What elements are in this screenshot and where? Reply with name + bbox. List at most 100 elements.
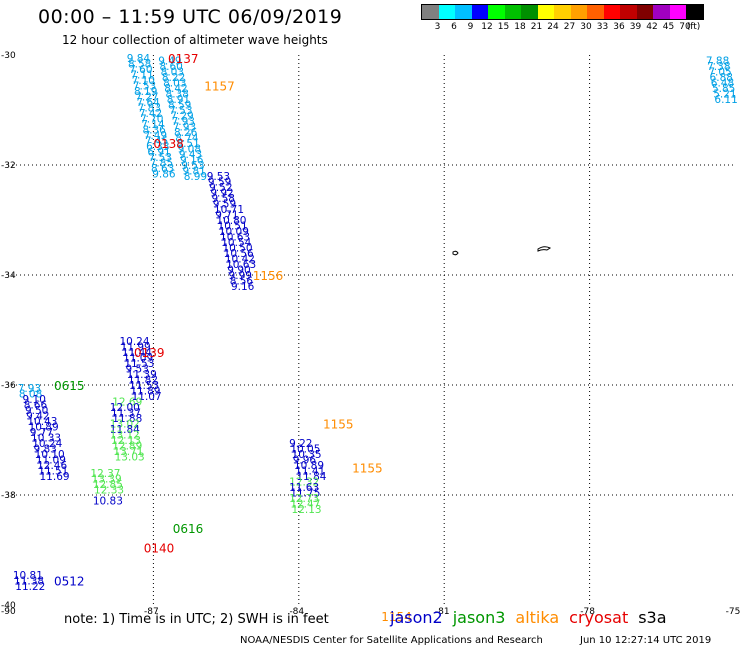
pass-time-label: 0616	[173, 522, 204, 536]
legend-swatch	[636, 5, 653, 19]
lon-tick-label: -87	[144, 607, 159, 617]
wave-height-value: 7.88	[706, 56, 729, 68]
legend-label: (ft)	[686, 22, 701, 32]
island-outline	[537, 246, 551, 252]
wave-height-value: 11.63	[289, 482, 319, 494]
legend-labels: 3 6 9 12 15 18 21 24 27 30 33 36 39 42 45 70 (ft)	[421, 22, 704, 36]
island-outline	[452, 250, 459, 256]
wave-height-value: 8.58	[128, 58, 151, 70]
legend-label: 12	[481, 22, 493, 32]
generation-timestamp: Jun 10 12:27:14 UTC 2019	[580, 635, 712, 646]
legend-swatch	[438, 5, 455, 19]
map-ticks: -30 -32 -34 -36 -38 -40 -87 -84 -81 -78 -75 -90	[1, 51, 740, 617]
wave-height-value: 11.22	[15, 581, 45, 593]
wave-height-value: 6.88	[710, 72, 733, 84]
legend-swatches	[421, 4, 704, 20]
wave-height-value: 12.13	[111, 435, 141, 447]
wave-height-value: 10.63	[220, 232, 250, 244]
satellite-name: cryosat	[569, 608, 629, 627]
legend-swatch	[603, 5, 620, 19]
lon-tick-label: -84	[289, 607, 304, 617]
legend-label: 42	[646, 22, 658, 32]
wave-height-value: 8.63	[151, 163, 174, 175]
wave-height-value: 9.83	[33, 443, 56, 455]
wave-height-value: 11.41	[295, 465, 325, 477]
wave-height-value: 7.85	[150, 157, 173, 169]
wave-height-value: 11.89	[130, 386, 160, 398]
wave-height-value: 10.63	[226, 259, 256, 271]
legend-swatch	[669, 5, 686, 19]
wave-height-value: 7.10	[132, 75, 155, 87]
pass-time-label: 0139	[134, 346, 165, 360]
wave-height-value: 11.82	[128, 375, 158, 387]
wave-height-value: 10.71	[214, 204, 244, 216]
legend-label: 70	[679, 22, 691, 32]
lat-tick-label: -34	[1, 271, 16, 281]
satellite-name: jason2	[390, 608, 443, 627]
wave-height-value: 13.12	[110, 430, 140, 442]
pass-time-label: 1157	[204, 79, 235, 93]
wave-height-value: 13.39	[92, 474, 122, 486]
wave-height-value: 12.89	[112, 441, 142, 453]
legend-label: 6	[451, 22, 457, 32]
wave-height-value: 11.07	[132, 391, 162, 403]
wave-height-value: 9.58	[212, 193, 235, 205]
wave-height-value: 6.91	[147, 146, 170, 158]
time-labels: 0137 1157 0138 1156 0139 0615 1155 1155 0616 0140…	[54, 52, 412, 624]
map-title: 00:00 – 11:59 UTC 06/09/2019	[38, 6, 343, 28]
wave-height-value: 9.86	[152, 168, 176, 180]
wave-height-value: 7.05	[708, 67, 731, 79]
wave-height-value: 10.50	[222, 243, 252, 255]
wave-height-value: 9.99	[229, 270, 252, 282]
legend-swatch	[686, 5, 703, 19]
wave-height-value: 8.60	[159, 61, 182, 73]
map-grid	[8, 55, 735, 605]
wave-height-value: 11.09	[36, 454, 66, 466]
wave-height-value: 13.03	[115, 452, 145, 464]
legend-swatch	[570, 5, 587, 19]
wave-height-value: 7.93	[172, 116, 195, 128]
wave-height-value: 7.38	[707, 61, 730, 73]
wave-height-value: 9.52	[209, 182, 232, 194]
wave-height-value: 6.48	[711, 78, 734, 90]
wave-height-value: 7.64	[136, 97, 160, 109]
wave-height-value: 5.21	[713, 89, 736, 101]
pass-time-label: 0137	[168, 52, 199, 66]
wave-height-value: 10.10	[35, 449, 65, 461]
wave-height-value: 10.35	[292, 449, 322, 461]
wave-height-value: 10.05	[290, 443, 320, 455]
wave-height-value: 7.14	[141, 119, 165, 131]
wave-height-value: 8.26	[174, 127, 198, 139]
wave-height-value: 7.29	[170, 111, 193, 123]
legend-label: 36	[613, 22, 625, 32]
lon-tick-label: -81	[435, 607, 450, 617]
wave-height-value: 10.80	[216, 215, 246, 227]
wave-height-value: 10.24	[119, 336, 149, 348]
satellite-key: jason2 jason3 altika cryosat s3a	[390, 608, 677, 627]
legend-label: 33	[596, 22, 609, 32]
wave-height-value: 9.53	[181, 160, 204, 172]
lon-tick-label: -75	[726, 607, 740, 617]
wave-height-value: 11.53	[129, 380, 159, 392]
wave-height-value: 11.38	[14, 575, 44, 587]
legend-swatch	[422, 5, 439, 19]
wave-height-value: 7.42	[139, 108, 162, 120]
wave-height-value: 9.43	[179, 149, 202, 161]
wave-height-value: 6.33	[146, 141, 169, 153]
map-subtitle: 12 hour collection of altimeter wave hei…	[62, 33, 328, 47]
wave-height-value: 11.99	[121, 342, 151, 354]
wave-height-value: 10.43	[27, 416, 57, 428]
wave-height-value: 9.42	[26, 410, 49, 422]
wave-height-value: 10.56	[224, 248, 254, 260]
pass-time-label: 0512	[54, 574, 85, 588]
wave-height-value: 9.77	[30, 427, 53, 439]
pass-time-label: 0138	[153, 137, 184, 151]
wave-height-value: 12.85	[93, 479, 123, 491]
wave-height-value: 8.56	[230, 276, 254, 288]
wave-height-tracks: 9.848.587.607.117.107.538.197.277.647.83…	[13, 53, 738, 593]
pass-time-label: 1156	[253, 269, 284, 283]
wave-height-value: 12.32	[289, 476, 319, 488]
wave-height-value: 8.99	[184, 171, 207, 183]
legend-swatch	[488, 5, 505, 19]
legend-label: 3	[434, 22, 441, 32]
